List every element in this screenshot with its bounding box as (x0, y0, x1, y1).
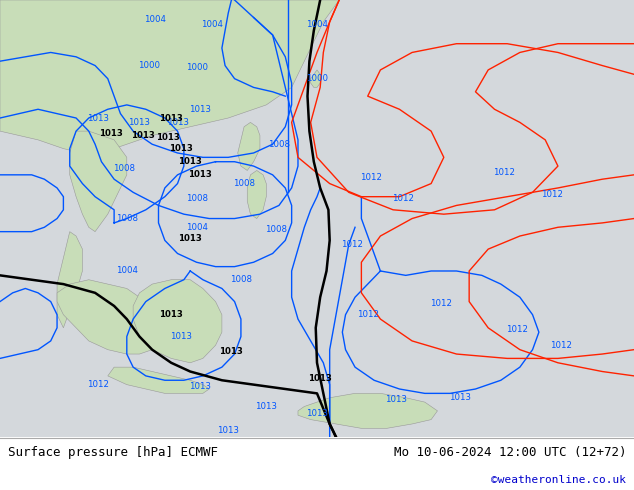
Text: 1004: 1004 (306, 20, 328, 28)
Text: 1008: 1008 (186, 195, 207, 203)
Text: 1013: 1013 (308, 373, 332, 383)
Text: 1012: 1012 (541, 190, 562, 199)
Text: 1004: 1004 (202, 20, 223, 28)
Text: 1004: 1004 (186, 223, 207, 232)
Text: 1000: 1000 (138, 61, 160, 70)
Text: 1013: 1013 (219, 347, 243, 356)
Text: 1013: 1013 (188, 171, 212, 179)
Text: 1013: 1013 (385, 395, 407, 404)
Polygon shape (247, 171, 266, 219)
Text: 1013: 1013 (169, 144, 193, 153)
Text: 1000: 1000 (306, 74, 328, 83)
Text: 1012: 1012 (341, 240, 363, 249)
Text: 1013: 1013 (167, 118, 188, 127)
Text: 1008: 1008 (230, 275, 252, 284)
Text: 1008: 1008 (116, 214, 138, 223)
Text: 1004: 1004 (116, 267, 138, 275)
Text: 1012: 1012 (392, 195, 413, 203)
Text: 1012: 1012 (430, 299, 451, 308)
Text: 1013: 1013 (99, 129, 123, 138)
Polygon shape (238, 122, 260, 171)
Text: 1013: 1013 (170, 332, 191, 341)
Text: ©weatheronline.co.uk: ©weatheronline.co.uk (491, 475, 626, 486)
Polygon shape (70, 131, 127, 232)
Text: 1012: 1012 (360, 172, 382, 181)
Polygon shape (57, 232, 82, 328)
Polygon shape (298, 393, 437, 428)
Text: 1008: 1008 (265, 225, 287, 234)
Polygon shape (108, 367, 209, 393)
Polygon shape (57, 280, 158, 354)
Text: 1013: 1013 (131, 131, 155, 140)
Text: 1013: 1013 (159, 114, 183, 122)
Text: 1012: 1012 (550, 341, 572, 350)
Text: 1013: 1013 (87, 114, 109, 122)
Polygon shape (311, 70, 320, 87)
Text: 1012: 1012 (357, 310, 378, 319)
Text: 1013: 1013 (156, 133, 180, 142)
Text: 1013: 1013 (178, 234, 202, 243)
Text: 1000: 1000 (186, 63, 207, 72)
Text: 1008: 1008 (268, 140, 290, 149)
Polygon shape (133, 280, 222, 363)
Text: 1004: 1004 (145, 15, 166, 24)
Text: 1013: 1013 (256, 402, 277, 411)
Text: 1013: 1013 (178, 157, 202, 166)
Text: 1013: 1013 (129, 118, 150, 127)
Text: Surface pressure [hPa] ECMWF: Surface pressure [hPa] ECMWF (8, 446, 217, 460)
Text: 1013: 1013 (449, 393, 470, 402)
Text: Mo 10-06-2024 12:00 UTC (12+72): Mo 10-06-2024 12:00 UTC (12+72) (394, 446, 626, 460)
Text: 1012: 1012 (506, 325, 527, 335)
Text: 1012: 1012 (87, 380, 109, 389)
Text: 1013: 1013 (217, 426, 239, 435)
Text: 1013: 1013 (189, 382, 210, 392)
Text: 1012: 1012 (493, 168, 515, 177)
Text: 1013: 1013 (306, 409, 328, 417)
Text: 1008: 1008 (113, 164, 134, 173)
Polygon shape (0, 0, 339, 153)
Text: 1013: 1013 (189, 105, 210, 114)
Text: 1013: 1013 (159, 310, 183, 319)
Text: 1008: 1008 (233, 179, 255, 188)
